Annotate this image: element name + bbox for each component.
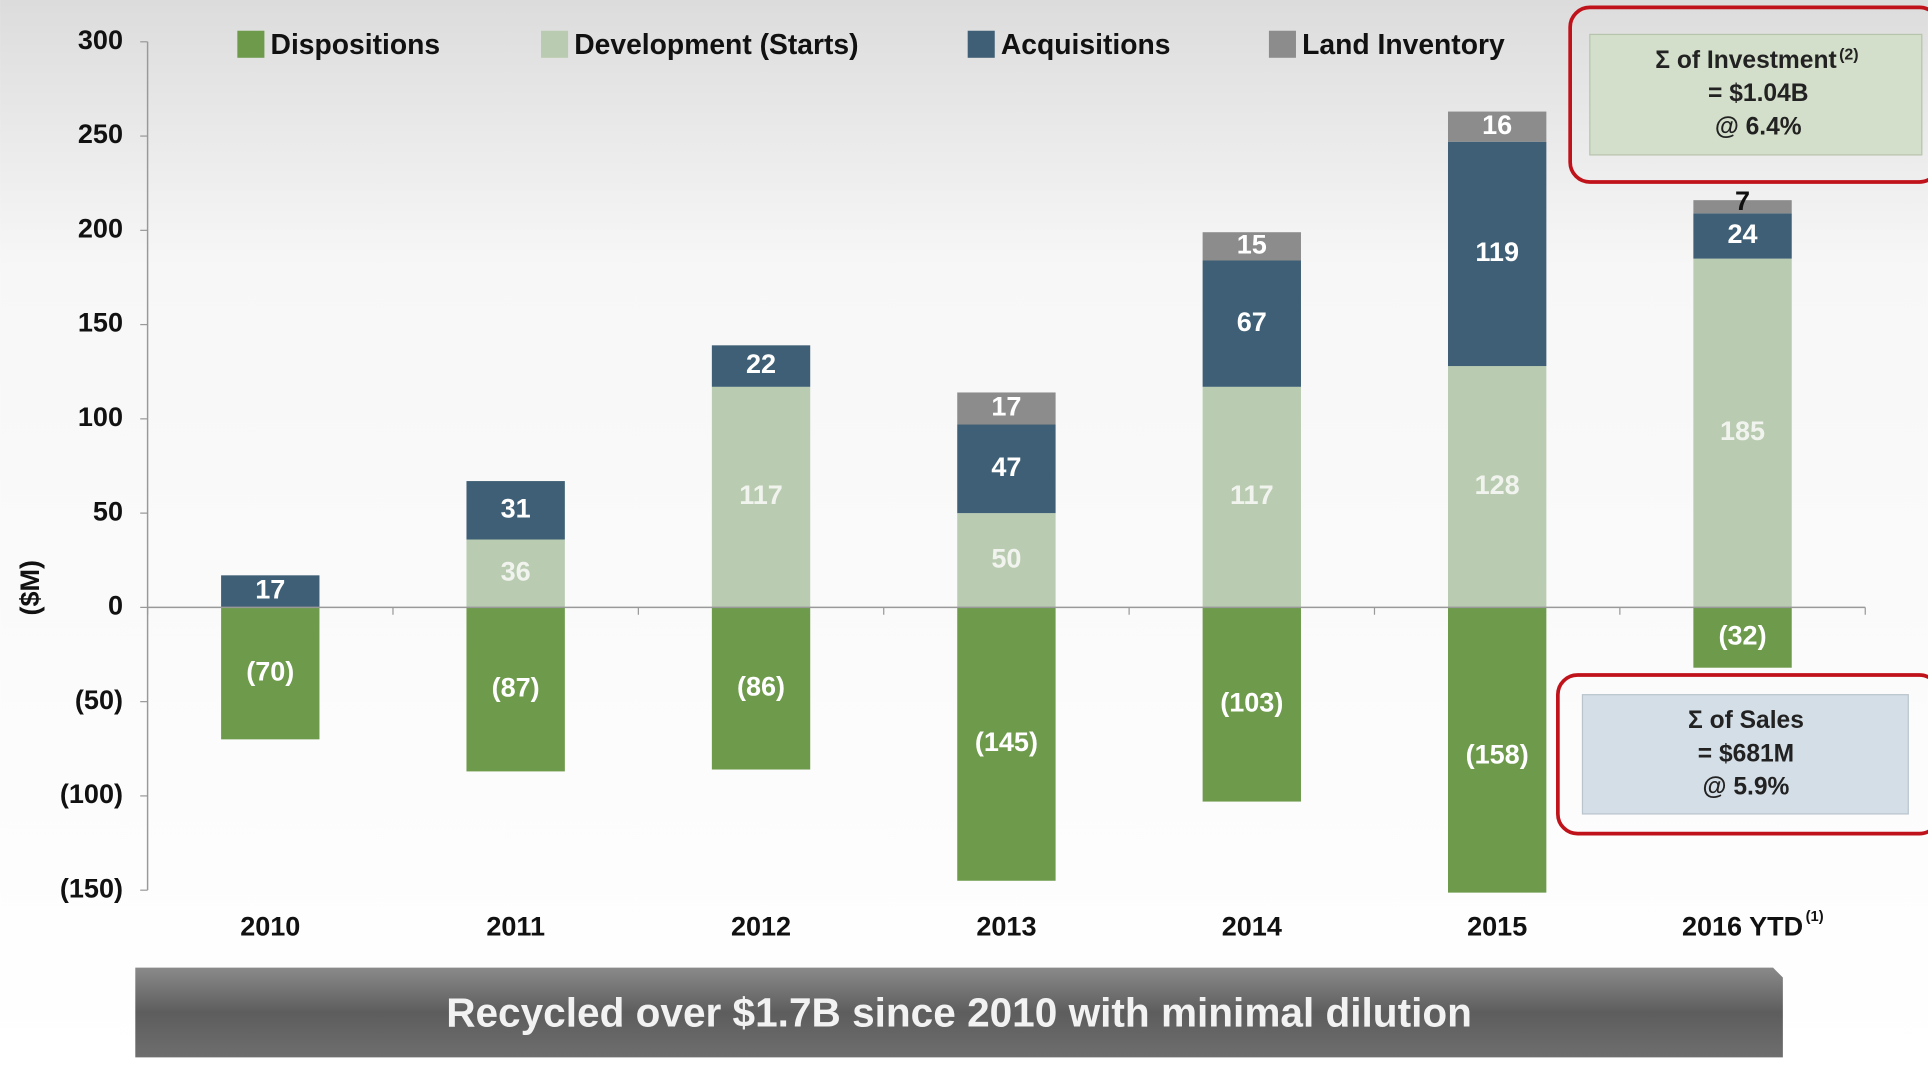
x-tick-label: 2014 (1222, 911, 1282, 941)
value-label: 22 (746, 349, 776, 379)
value-label: 128 (1475, 470, 1520, 500)
legend-swatch (541, 30, 569, 58)
bar-segment (957, 607, 1056, 881)
investment-title: Σ of Investment (1655, 47, 1836, 74)
value-label: 185 (1720, 416, 1765, 446)
value-label: 24 (1728, 219, 1758, 249)
bar-segment (1693, 607, 1792, 668)
bar-segment (957, 424, 1056, 514)
y-tick-label: (150) (60, 873, 123, 903)
x-tick-footnote: (1) (1806, 909, 1824, 925)
bar-segment (1202, 232, 1301, 261)
bar-segment (466, 539, 565, 608)
y-tick-label: 100 (78, 402, 123, 432)
sales-line: = $681M (1698, 740, 1794, 767)
value-label: (87) (492, 673, 540, 703)
bar-segment (1447, 141, 1547, 367)
bar-segment (1693, 213, 1792, 259)
value-label: 17 (991, 392, 1021, 422)
sales-highlight (1556, 673, 1928, 836)
x-tick-label: 2010 (240, 911, 300, 941)
x-tick-label: 2011 (486, 911, 545, 941)
investment-line: = $1.04B (1708, 80, 1808, 107)
legend-label: Acquisitions (1001, 28, 1171, 60)
value-label: 50 (991, 543, 1021, 573)
y-axis-label: ($M) (15, 560, 45, 616)
bar-segment (1447, 366, 1547, 608)
y-tick-label: 250 (78, 119, 123, 149)
bar-segment (1693, 200, 1792, 214)
value-label: 15 (1237, 229, 1267, 259)
bar-segment (466, 607, 565, 772)
x-tick-label: 2016 YTD (1682, 911, 1803, 941)
bar-segment (1447, 111, 1547, 142)
banner (135, 967, 1783, 1058)
y-tick-label: 50 (93, 496, 123, 526)
bar-segment (711, 345, 811, 387)
investment-highlight (1568, 5, 1928, 184)
value-label: 67 (1237, 307, 1267, 337)
bar-segment (466, 481, 565, 540)
sales-title: Σ of Sales (1688, 707, 1804, 734)
value-label: 119 (1475, 237, 1519, 267)
y-tick-label: (50) (75, 685, 123, 715)
sales-box (1581, 694, 1909, 815)
investment-footnote: (2) (1839, 47, 1859, 64)
value-label: 47 (991, 452, 1021, 482)
y-tick-label: 300 (78, 25, 123, 55)
banner-text: Recycled over $1.7B since 2010 with mini… (446, 989, 1472, 1035)
value-label: 117 (739, 480, 783, 510)
bar-segment (221, 607, 320, 740)
bar-segment (1202, 260, 1301, 387)
bar-segment (221, 575, 320, 608)
value-label: (158) (1466, 739, 1529, 769)
legend-label: Development (Starts) (574, 28, 858, 60)
value-label: 31 (501, 493, 531, 523)
legend-swatch (237, 30, 265, 58)
value-label: (86) (737, 672, 785, 702)
value-label: 16 (1482, 110, 1512, 140)
value-label: 36 (501, 557, 531, 587)
bar-segment (957, 392, 1056, 425)
legend-swatch (967, 30, 995, 58)
y-tick-label: 200 (78, 213, 123, 243)
investment-line: @ 6.4% (1715, 113, 1802, 140)
y-tick-label: (100) (60, 779, 123, 809)
value-label: 17 (255, 575, 285, 605)
value-label: (32) (1719, 621, 1767, 651)
value-label: (70) (246, 657, 294, 687)
x-tick-label: 2015 (1467, 911, 1527, 941)
bar-segment (711, 607, 811, 770)
value-label: 7 (1735, 186, 1750, 216)
bar-segment (1447, 607, 1547, 893)
bar-segment (957, 513, 1056, 608)
legend-label: Dispositions (271, 28, 441, 60)
plot-area (221, 111, 1792, 893)
bar-segment (1202, 386, 1301, 608)
bar-segment (711, 386, 811, 608)
value-label: (103) (1220, 688, 1283, 718)
sales-line: @ 5.9% (1703, 774, 1790, 801)
value-label: (145) (975, 727, 1038, 757)
bar-segment (1202, 607, 1301, 802)
x-tick-label: 2012 (731, 911, 791, 941)
investment-box (1589, 33, 1923, 156)
legend-swatch (1268, 30, 1296, 58)
x-tick-label: 2013 (976, 911, 1036, 941)
y-tick-label: 150 (78, 308, 123, 338)
bar-segment (1693, 258, 1792, 608)
legend-label: Land Inventory (1302, 28, 1505, 60)
value-label: 117 (1230, 480, 1274, 510)
y-tick-label: 0 (108, 591, 123, 621)
